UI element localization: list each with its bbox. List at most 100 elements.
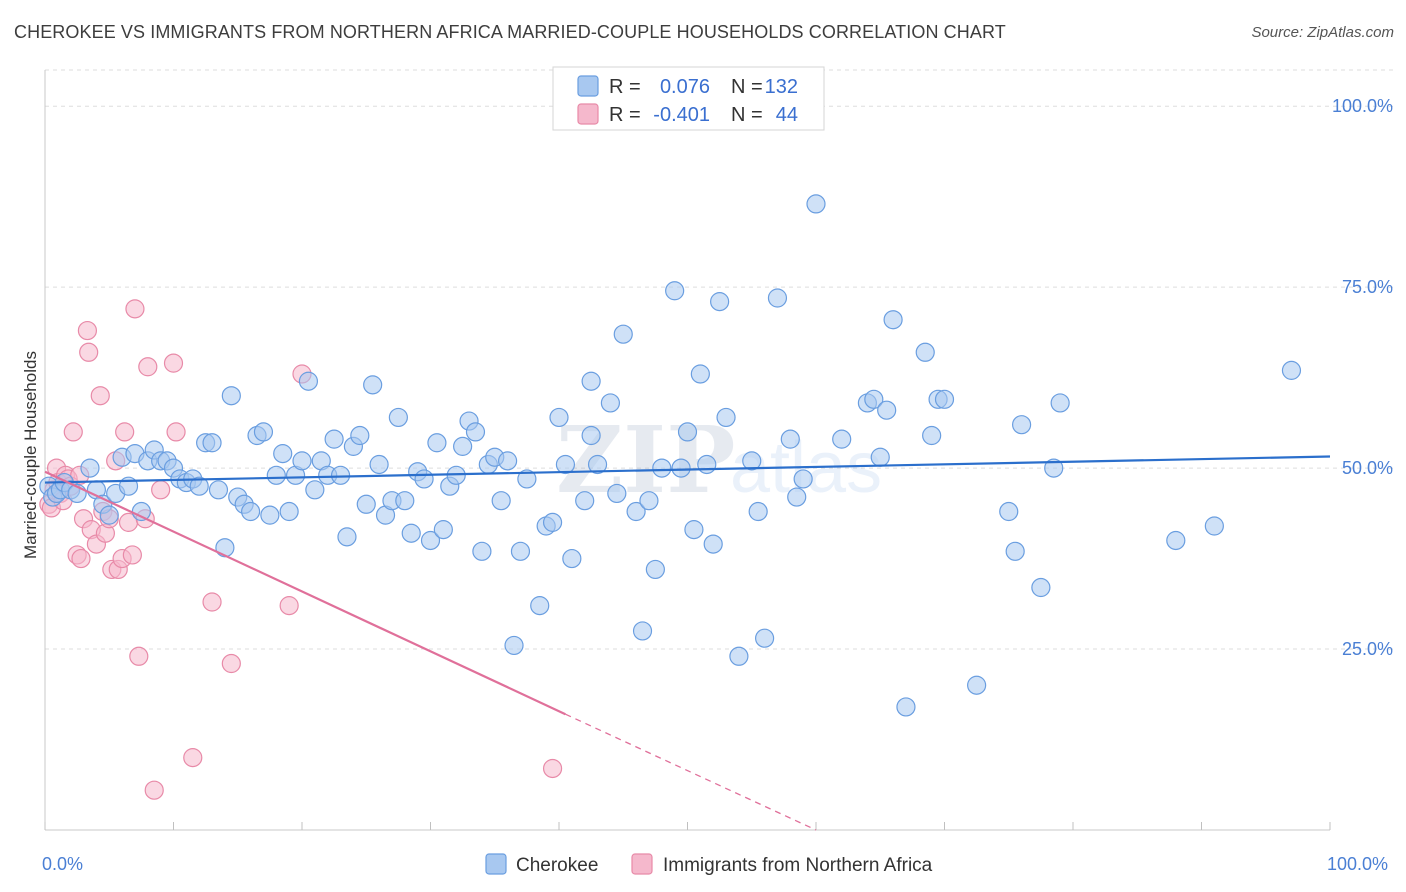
- cherokee-point-125: [1005, 541, 1025, 561]
- immigrants-point-13: [71, 548, 91, 569]
- bottom-legend-immigrants: Immigrants from Northern Africa: [663, 855, 933, 876]
- immigrants-point-41: [279, 596, 299, 616]
- x-tick-label-min: 0.0%: [42, 854, 83, 874]
- immigrants-point-16: [79, 342, 99, 362]
- cherokee-point-124: [999, 501, 1019, 522]
- cherokee-point-116: [877, 400, 897, 420]
- y-tick-label-100: 100.0%: [1332, 96, 1393, 116]
- bottom-legend-swatch-cherokee: [485, 853, 507, 875]
- immigrants-trend-line: [44, 470, 566, 716]
- cherokee-point-126: [1011, 415, 1032, 435]
- cherokee-point-72: [498, 451, 518, 471]
- cherokee-point-103: [729, 646, 749, 666]
- cherokee-point-27: [208, 480, 229, 500]
- immigrants-point-35: [151, 480, 171, 500]
- immigrants-point-34: [144, 780, 164, 800]
- cherokee-point-37: [273, 444, 293, 464]
- trend-lines: [44, 455, 1331, 831]
- legend-r-value-2: -0.401: [653, 104, 710, 126]
- cherokee-point-42: [305, 480, 325, 500]
- immigrants-point-31: [129, 646, 149, 666]
- cherokee-point-98: [690, 364, 710, 384]
- cherokee-point-75: [517, 469, 537, 489]
- cherokee-point-110: [793, 469, 813, 489]
- immigrants-point-40: [221, 653, 241, 674]
- immigrants-point-37: [166, 422, 186, 442]
- cherokee-point-95: [671, 458, 691, 478]
- cherokee-point-47: [337, 527, 357, 547]
- cherokee-point-73: [504, 635, 524, 656]
- cherokee-point-104: [742, 451, 762, 471]
- y-tick-labels: 25.0% 50.0% 75.0% 100.0%: [1332, 96, 1393, 659]
- cherokee-point-118: [896, 697, 916, 717]
- cherokee-point-111: [806, 194, 826, 214]
- cherokee-point-96: [677, 422, 698, 442]
- cherokee-point-35: [260, 505, 280, 525]
- immigrants-point-43: [542, 758, 563, 779]
- immigrants-point-30: [125, 299, 145, 319]
- cherokee-point-100: [703, 534, 723, 554]
- cherokee-point-90: [632, 621, 653, 641]
- y-tick-label-25: 25.0%: [1342, 639, 1393, 659]
- cherokee-point-45: [324, 429, 344, 449]
- immigrants-point-15: [77, 320, 98, 341]
- chart-title: CHEROKEE VS IMMIGRANTS FROM NORTHERN AFR…: [14, 22, 1006, 42]
- cherokee-point-109: [787, 487, 807, 507]
- x-tick-label-max: 100.0%: [1327, 854, 1388, 874]
- legend-n-value-1: 132: [765, 76, 798, 98]
- cherokee-point-62: [433, 520, 453, 540]
- bottom-legend: Cherokee Immigrants from Northern Africa: [485, 853, 933, 876]
- cherokee-point-89: [626, 501, 646, 522]
- cherokee-point-68: [472, 541, 492, 561]
- cherokee-point-81: [562, 548, 582, 569]
- cherokee-point-85: [587, 454, 608, 475]
- cherokee-point-78: [542, 512, 563, 532]
- cherokee-point-123: [967, 675, 987, 695]
- cherokee-point-74: [510, 541, 531, 561]
- immigrants-trend-extension: [565, 713, 817, 831]
- y-axis-label: Married-couple Households: [21, 351, 40, 559]
- cherokee-point-83: [581, 425, 601, 446]
- y-tick-label-50: 50.0%: [1342, 458, 1393, 478]
- cherokee-point-86: [600, 393, 621, 413]
- cherokee-point-10: [99, 505, 119, 525]
- cherokee-point-26: [202, 433, 222, 453]
- cherokee-point-105: [748, 501, 768, 522]
- cherokee-point-130: [1166, 530, 1186, 551]
- cherokee-point-65: [453, 436, 473, 456]
- cherokee-point-29: [221, 386, 241, 406]
- cherokee-point-132: [1281, 360, 1302, 380]
- y-tick-label-75: 75.0%: [1342, 277, 1393, 297]
- cherokee-point-128: [1044, 458, 1064, 478]
- cherokee-point-51: [363, 375, 383, 395]
- legend-r-value-1: 0.076: [660, 76, 710, 98]
- cherokee-point-32: [241, 501, 261, 522]
- cherokee-point-60: [420, 530, 441, 551]
- immigrants-point-36: [163, 353, 184, 373]
- immigrants-point-39: [202, 592, 222, 612]
- cherokee-point-102: [716, 407, 736, 428]
- cherokee-point-34: [253, 422, 274, 442]
- legend-r-label-1: R =: [609, 76, 641, 98]
- cherokee-point-49: [350, 425, 370, 446]
- grid-lines: [45, 69, 1395, 650]
- legend-n-label-1: N =: [731, 76, 763, 98]
- immigrants-point-27: [115, 422, 135, 442]
- legend-r-label-2: R =: [609, 104, 641, 126]
- cherokee-point-107: [767, 288, 788, 308]
- cherokee-point-71: [491, 491, 511, 511]
- cherokee-point-24: [189, 476, 209, 496]
- cherokee-point-52: [369, 454, 389, 475]
- source-label: Source: ZipAtlas.com: [1251, 24, 1394, 41]
- cherokee-point-40: [292, 451, 312, 471]
- legend-swatch-cherokee: [577, 75, 599, 97]
- cherokee-point-76: [530, 596, 550, 616]
- cherokee-point-50: [356, 494, 376, 514]
- legend-n-value-2: 44: [776, 104, 798, 126]
- cherokee-point-87: [607, 483, 627, 504]
- cherokee-point-67: [465, 422, 486, 442]
- cherokee-trend-line: [44, 455, 1331, 484]
- cherokee-point-129: [1050, 393, 1070, 413]
- legend-box: R = 0.076 N = 132 R = -0.401 N = 44: [552, 66, 825, 131]
- cherokee-point-115: [870, 447, 890, 467]
